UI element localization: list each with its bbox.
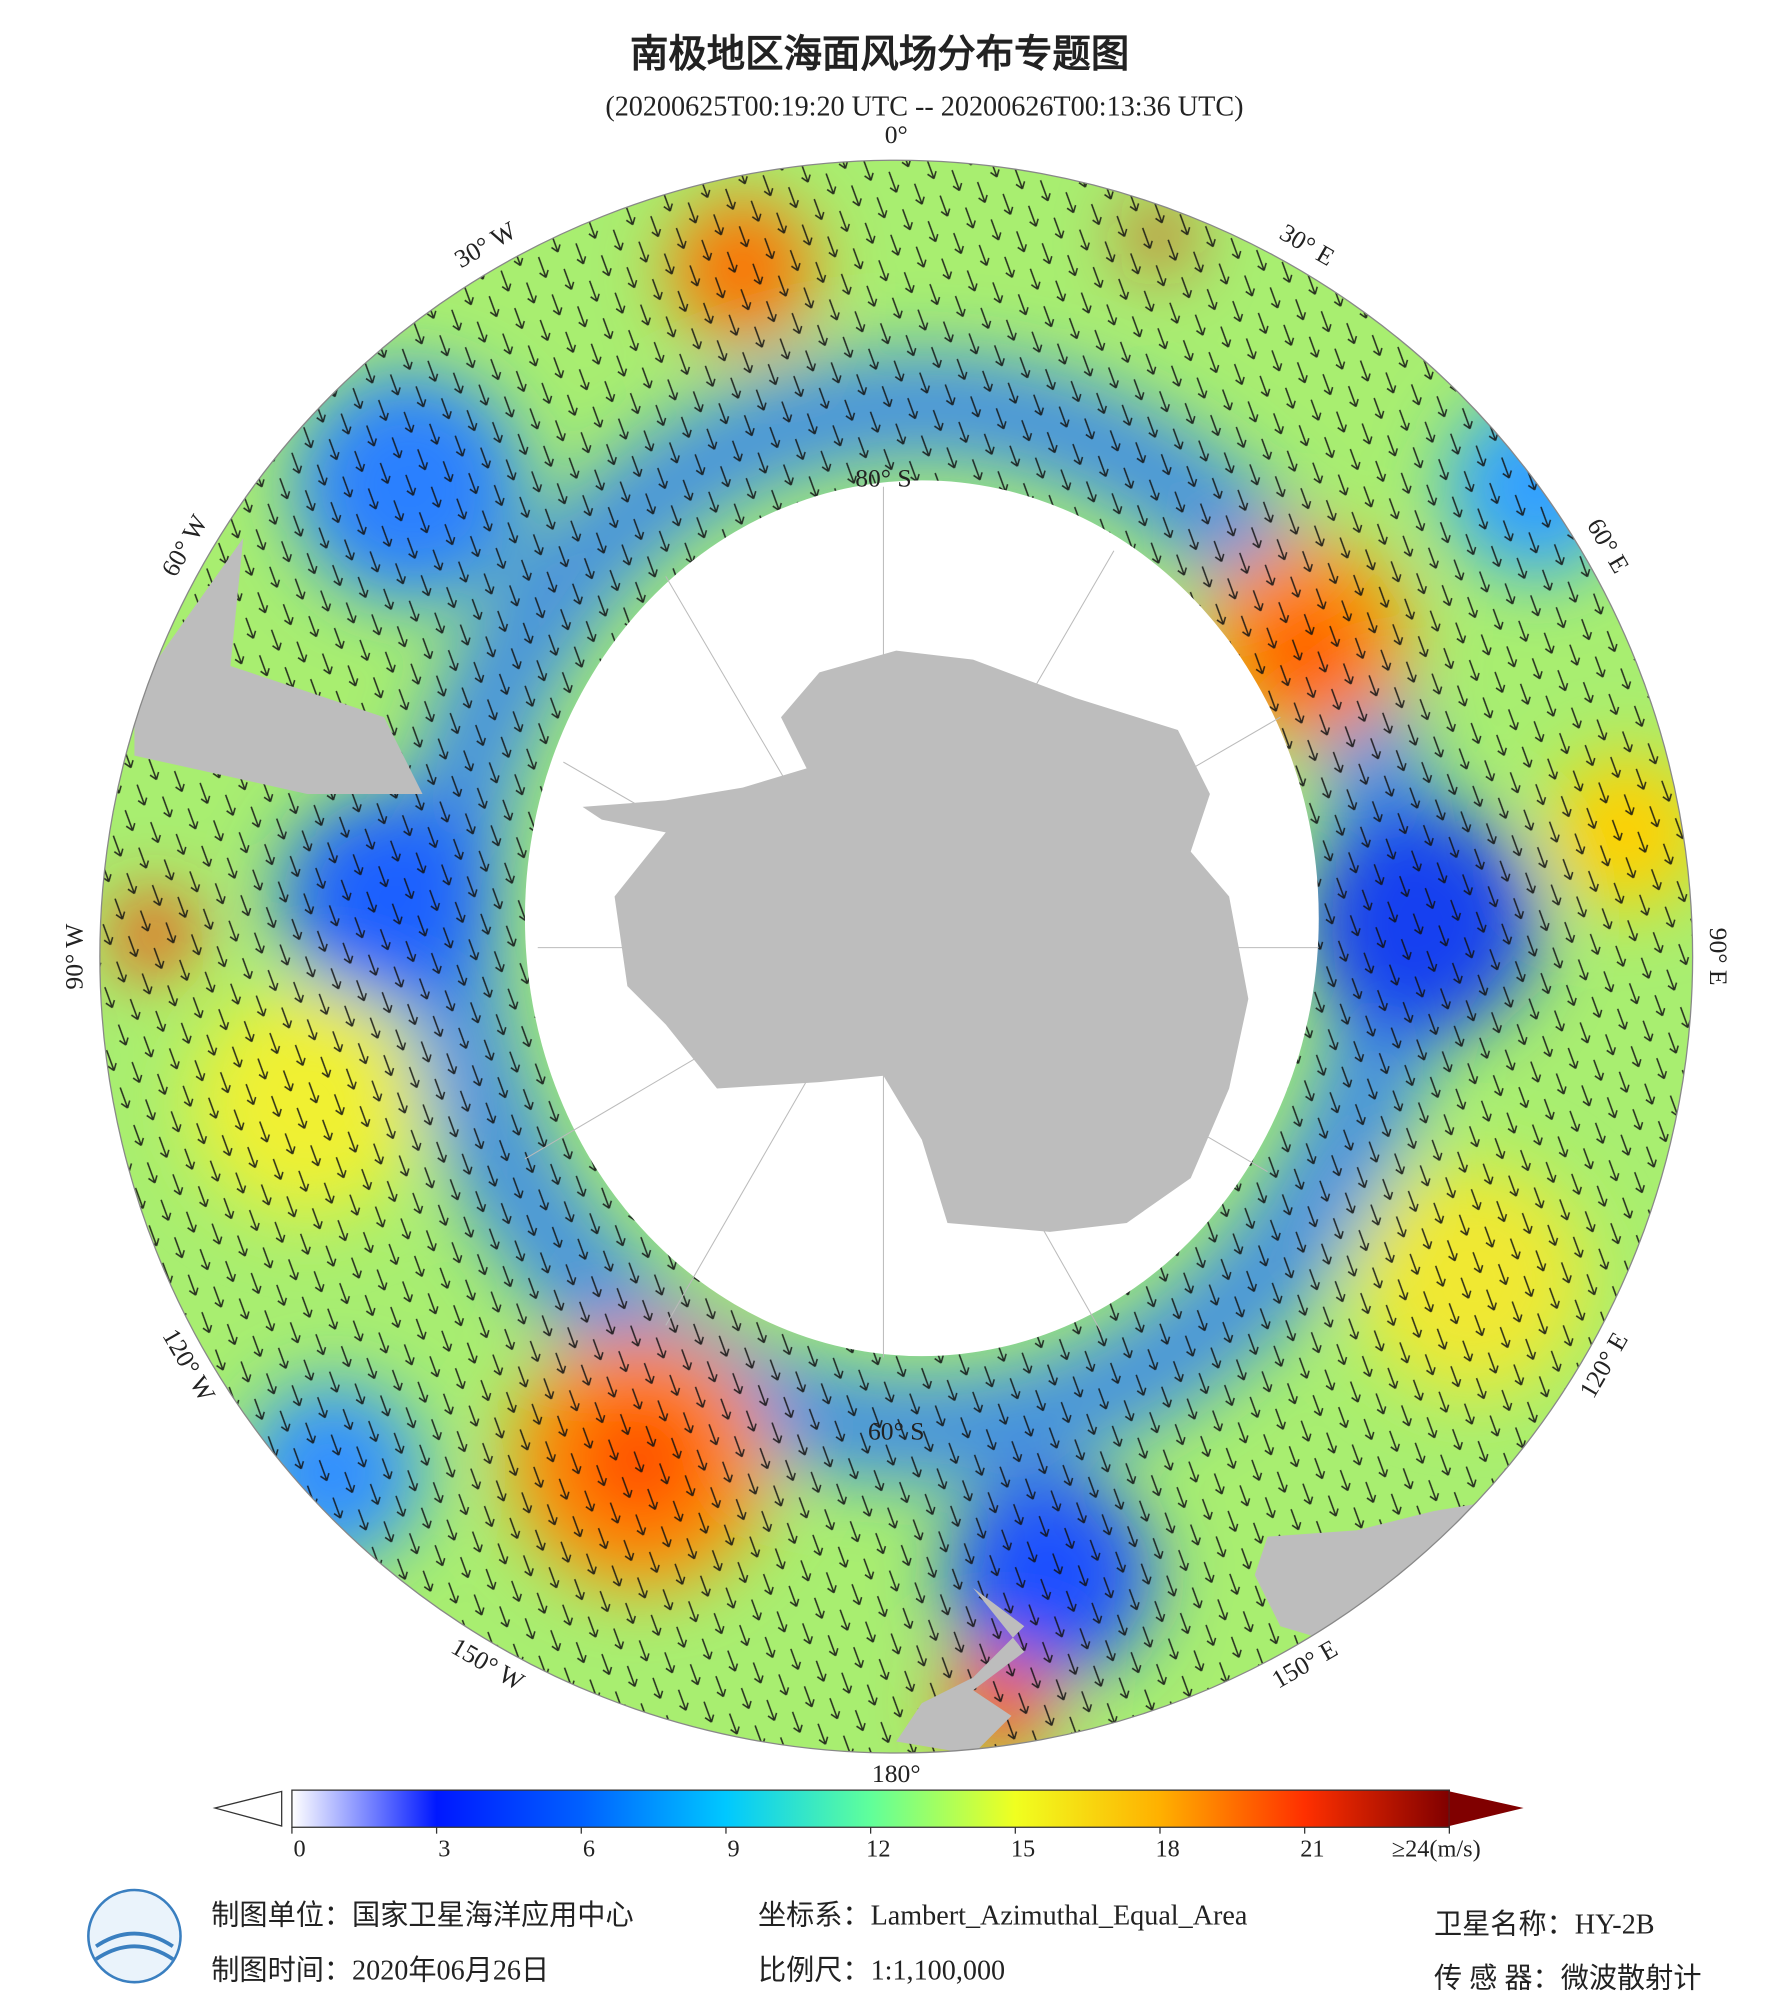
footer-crs: 坐标系：Lambert_Azimuthal_Equal_Area — [758, 1900, 1248, 1932]
title: 南极地区海面风场分布专题图 — [630, 32, 1129, 77]
longitude-label: 0° — [885, 120, 908, 149]
latitude-label: 60° S — [868, 1416, 924, 1445]
colorbar-tick-label: 18 — [1156, 1836, 1180, 1863]
colorbar-tick-label: 3 — [438, 1836, 450, 1863]
colorbar-max-arrow — [1449, 1791, 1524, 1826]
longitude-label: 180° — [872, 1759, 921, 1788]
footer-date: 制图时间：2020年06月26日 — [211, 1955, 549, 1987]
footer-unit: 制图单位：国家卫星海洋应用中心 — [211, 1900, 633, 1932]
colorbar-tick-label: 12 — [866, 1836, 890, 1863]
south-america — [134, 537, 423, 795]
longitude-label: 90° W — [60, 923, 89, 990]
latitude-label: 80° S — [855, 464, 911, 493]
colorbar-tick-label: 6 — [583, 1836, 595, 1863]
map-border — [99, 159, 1694, 1754]
colorbar-tick-label: 0 — [294, 1836, 306, 1863]
footer-sensor: 传 感 器：微波散射计 — [1434, 1962, 1702, 1994]
colorbar-tick-label: 9 — [728, 1836, 740, 1863]
new-zealand — [896, 1587, 1025, 1754]
logo — [87, 1888, 182, 1984]
colorbar-tick-label: 15 — [1011, 1836, 1035, 1863]
colorbar — [291, 1789, 1450, 1828]
colorbar-tick-label: 21 — [1300, 1836, 1324, 1863]
longitude-label: 90° E — [1704, 928, 1733, 986]
subtitle: (20200625T00:19:20 UTC -- 20200626T00:13… — [605, 91, 1243, 122]
colorbar-tick-label: ≥24(m/s) — [1392, 1836, 1481, 1863]
antarctica — [582, 650, 1249, 1232]
footer-satellite: 卫星名称：HY-2B — [1434, 1909, 1655, 1941]
colorbar-min-arrow — [212, 1790, 283, 1827]
footer-scale: 比例尺：1:1,100,000 — [758, 1955, 1005, 1987]
